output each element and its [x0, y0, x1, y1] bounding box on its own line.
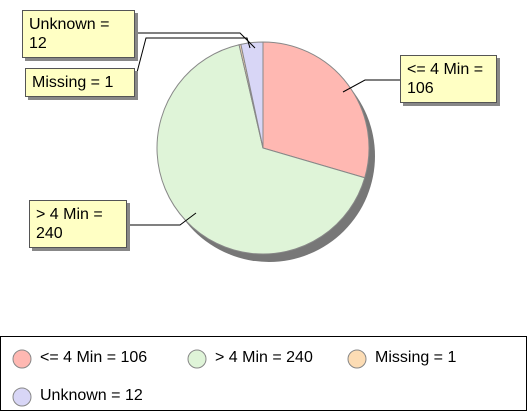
- leader-line: [127, 212, 197, 226]
- legend-swatch: [12, 387, 32, 407]
- pie-slice: [240, 41, 264, 149]
- data-label: > 4 Min = 240: [29, 200, 127, 248]
- data-label: <= 4 Min = 106: [400, 55, 497, 103]
- data-label: Unknown = 12: [22, 10, 135, 58]
- legend-swatch: [347, 349, 367, 369]
- legend-label: <= 4 Min = 106: [40, 349, 148, 366]
- legend-swatch: [12, 349, 32, 369]
- legend-swatch: [187, 349, 207, 369]
- legend-label: Unknown = 12: [40, 387, 143, 404]
- data-label: Missing = 1: [25, 68, 135, 97]
- legend-label: Missing = 1: [375, 349, 457, 366]
- pie-slice: [262, 41, 370, 179]
- leader-line: [135, 32, 256, 49]
- leader-line: [342, 79, 400, 93]
- leader-line: [134, 37, 251, 81]
- legend-box: [0, 336, 527, 411]
- legend-label: > 4 Min = 240: [215, 349, 313, 366]
